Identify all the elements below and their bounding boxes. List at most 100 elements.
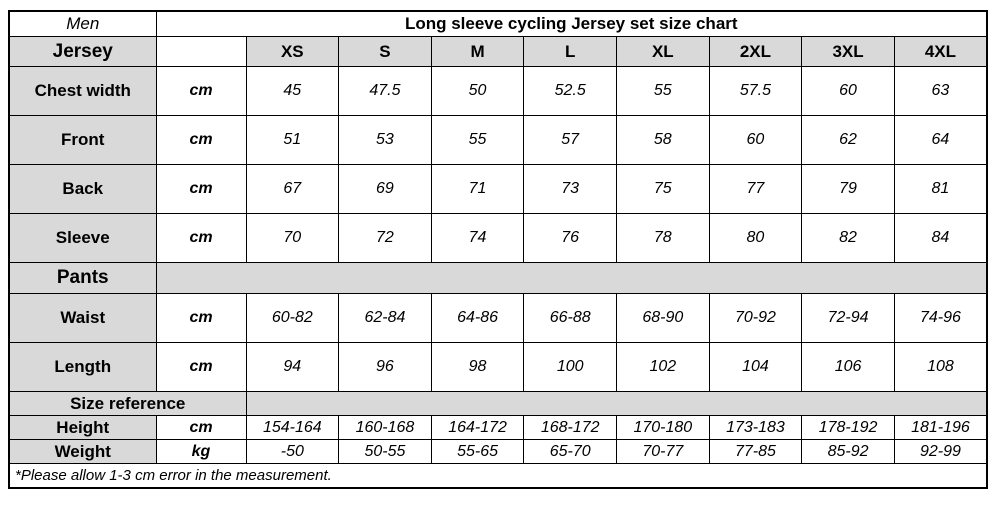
value-cell: 168-172 [523,415,617,440]
value-cell: 164-172 [430,415,525,440]
value-cell: 60-82 [245,293,340,343]
table-row-length: Length cm 94 96 98 100 102 104 106 108 [8,342,988,392]
size-header-l: L [523,36,617,67]
unit-cell: cm [155,164,247,214]
value-cell: -50 [245,439,340,464]
value-cell: 170-180 [616,415,710,440]
value-cell: 52.5 [523,66,617,116]
value-cell: 69 [338,164,432,214]
footnote-row: *Please allow 1-3 cm error in the measur… [8,463,988,489]
value-cell: 71 [430,164,525,214]
value-cell: 70-92 [708,293,803,343]
value-cell: 55 [430,115,525,165]
unit-cell: cm [155,213,247,263]
header-row: Men Long sleeve cycling Jersey set size … [8,10,988,37]
section-label-size-reference: Size reference [8,391,247,416]
size-header-2xl: 2XL [708,36,803,67]
value-cell: 84 [893,213,988,263]
value-cell: 94 [245,342,340,392]
value-cell: 57.5 [708,66,803,116]
value-cell: 181-196 [893,415,988,440]
value-cell: 106 [801,342,895,392]
row-label: Weight [8,439,157,464]
value-cell: 78 [616,213,710,263]
value-cell: 60 [801,66,895,116]
row-label: Length [8,342,157,392]
jersey-size-header-row: Jersey XS S M L XL 2XL 3XL 4XL [8,36,988,67]
value-cell: 96 [338,342,432,392]
unit-cell: cm [155,415,247,440]
unit-cell: cm [155,293,247,343]
size-header-xl: XL [616,36,710,67]
value-cell: 104 [708,342,803,392]
value-cell: 60 [708,115,803,165]
unit-header-spacer [155,36,247,67]
value-cell: 62-84 [338,293,432,343]
value-cell: 53 [338,115,432,165]
value-cell: 63 [893,66,988,116]
value-cell: 57 [523,115,617,165]
value-cell: 55-65 [430,439,525,464]
table-row-chest-width: Chest width cm 45 47.5 50 52.5 55 57.5 6… [8,66,988,116]
value-cell: 72-94 [801,293,895,343]
value-cell: 68-90 [616,293,710,343]
size-header-m: M [430,36,525,67]
value-cell: 100 [523,342,617,392]
value-cell: 51 [245,115,340,165]
value-cell: 92-99 [893,439,988,464]
unit-cell: kg [155,439,247,464]
row-label: Waist [8,293,157,343]
size-chart-table: Men Long sleeve cycling Jersey set size … [8,10,988,489]
value-cell: 75 [616,164,710,214]
value-cell: 62 [801,115,895,165]
size-header-s: S [338,36,432,67]
value-cell: 73 [523,164,617,214]
value-cell: 102 [616,342,710,392]
value-cell: 77 [708,164,803,214]
value-cell: 98 [430,342,525,392]
unit-cell: cm [155,342,247,392]
value-cell: 67 [245,164,340,214]
value-cell: 81 [893,164,988,214]
value-cell: 173-183 [708,415,803,440]
size-header-xs: XS [245,36,340,67]
gender-label: Men [8,10,157,37]
value-cell: 178-192 [801,415,895,440]
row-label: Chest width [8,66,157,116]
value-cell: 64-86 [430,293,525,343]
value-cell: 64 [893,115,988,165]
value-cell: 65-70 [523,439,617,464]
pants-section-row: Pants [8,262,988,294]
footnote-text: *Please allow 1-3 cm error in the measur… [8,463,988,489]
value-cell: 70-77 [616,439,710,464]
value-cell: 70 [245,213,340,263]
value-cell: 154-164 [245,415,340,440]
value-cell: 74-96 [893,293,988,343]
value-cell: 55 [616,66,710,116]
section-spacer [245,391,988,416]
table-row-sleeve: Sleeve cm 70 72 74 76 78 80 82 84 [8,213,988,263]
value-cell: 50-55 [338,439,432,464]
unit-cell: cm [155,115,247,165]
row-label: Back [8,164,157,214]
row-label: Sleeve [8,213,157,263]
size-header-4xl: 4XL [893,36,988,67]
value-cell: 108 [893,342,988,392]
value-cell: 77-85 [708,439,803,464]
value-cell: 45 [245,66,340,116]
table-row-weight: Weight kg -50 50-55 55-65 65-70 70-77 77… [8,439,988,464]
section-label-pants: Pants [8,262,157,294]
section-label-jersey: Jersey [8,36,157,67]
value-cell: 85-92 [801,439,895,464]
table-row-waist: Waist cm 60-82 62-84 64-86 66-88 68-90 7… [8,293,988,343]
table-row-front: Front cm 51 53 55 57 58 60 62 64 [8,115,988,165]
table-row-height: Height cm 154-164 160-168 164-172 168-17… [8,415,988,440]
value-cell: 50 [430,66,525,116]
value-cell: 66-88 [523,293,617,343]
value-cell: 160-168 [338,415,432,440]
value-cell: 76 [523,213,617,263]
value-cell: 47.5 [338,66,432,116]
row-label: Front [8,115,157,165]
size-reference-section-row: Size reference [8,391,988,416]
value-cell: 72 [338,213,432,263]
